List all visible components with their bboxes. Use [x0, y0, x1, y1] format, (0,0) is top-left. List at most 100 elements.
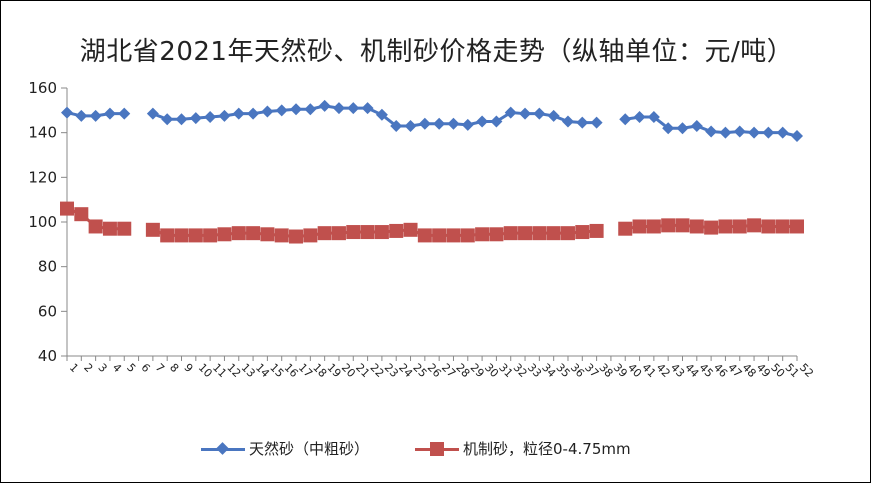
legend-item-natural-sand: 天然砂（中粗砂）: [201, 438, 369, 459]
data-point-square: [88, 219, 103, 234]
data-point-square: [747, 218, 762, 233]
data-point-diamond: [676, 122, 689, 135]
data-point-diamond: [361, 102, 374, 115]
x-tick-label: 8: [167, 361, 181, 375]
x-tick-label: 6: [138, 361, 152, 375]
data-point-diamond: [146, 107, 159, 120]
data-point-diamond: [576, 116, 589, 129]
data-point-diamond: [275, 104, 288, 117]
data-point-square: [188, 228, 203, 243]
data-point-diamond: [418, 117, 431, 130]
data-point-diamond: [690, 119, 703, 132]
y-tick-label: 80: [38, 258, 57, 276]
data-point-square: [503, 226, 518, 241]
data-point-diamond: [75, 109, 88, 122]
data-point-square: [203, 228, 218, 243]
x-tick-label: 52: [797, 361, 816, 380]
x-tick-label: 2: [81, 361, 95, 375]
data-point-square: [704, 220, 719, 235]
data-point-square: [174, 228, 189, 243]
chart-title: 湖北省2021年天然砂、机制砂价格走势（纵轴单位：元/吨）: [79, 37, 794, 67]
x-tick-label: 5: [124, 361, 138, 375]
data-point-square: [618, 221, 633, 236]
data-point-diamond: [232, 107, 245, 120]
legend: 天然砂（中粗砂） 机制砂，粒径0-4.75mm: [201, 438, 671, 459]
data-point-diamond: [633, 111, 646, 124]
data-point-square: [374, 225, 389, 240]
data-point-square: [346, 225, 361, 240]
data-point-square: [560, 226, 575, 241]
data-point-square: [646, 219, 661, 234]
data-point-square: [546, 226, 561, 241]
data-point-diamond: [662, 122, 675, 135]
data-point-square: [145, 222, 160, 237]
data-point-diamond: [647, 111, 660, 124]
data-point-diamond: [791, 130, 803, 143]
data-point-square: [475, 227, 490, 242]
data-point-square: [317, 226, 332, 241]
data-point-square: [790, 219, 804, 234]
data-point-diamond: [318, 99, 331, 112]
data-point-diamond: [504, 106, 517, 119]
data-point-square: [360, 225, 375, 240]
data-point-square: [532, 226, 547, 241]
data-point-square: [732, 219, 747, 234]
data-point-square: [489, 227, 504, 242]
data-point-diamond: [461, 118, 474, 131]
data-point-square: [231, 226, 246, 241]
data-point-diamond: [719, 126, 732, 139]
data-point-square: [432, 228, 447, 243]
data-point-diamond: [748, 126, 761, 139]
data-point-diamond: [433, 117, 446, 130]
data-point-diamond: [218, 109, 231, 122]
data-point-diamond: [390, 119, 403, 132]
data-point-diamond: [447, 117, 460, 130]
x-tick-label: 9: [181, 361, 195, 375]
data-point-square: [289, 229, 304, 244]
data-point-diamond: [619, 113, 632, 126]
x-tick-label: 1: [67, 361, 81, 375]
data-point-diamond: [590, 116, 603, 129]
data-point-square: [74, 207, 89, 222]
data-point-diamond: [332, 102, 345, 115]
legend-swatch-square-icon: [415, 441, 460, 456]
data-point-diamond: [533, 107, 546, 120]
data-point-square: [331, 226, 346, 241]
data-point-square: [60, 201, 74, 216]
data-point-diamond: [118, 107, 131, 120]
data-point-square: [102, 221, 117, 236]
data-point-diamond: [375, 108, 388, 121]
y-tick-label: 40: [38, 347, 57, 365]
legend-label: 天然砂（中粗砂）: [249, 440, 370, 458]
data-point-square: [217, 227, 232, 242]
y-tick-label: 160: [28, 79, 57, 97]
data-point-square: [260, 227, 275, 242]
data-point-square: [417, 228, 432, 243]
data-point-diamond: [404, 119, 417, 132]
data-point-square: [246, 226, 261, 241]
data-point-diamond: [519, 107, 532, 120]
data-point-square: [575, 225, 590, 240]
data-point-square: [446, 228, 461, 243]
data-point-diamond: [247, 107, 260, 120]
data-point-diamond: [347, 102, 360, 115]
legend-label: 机制砂，粒径0-4.75mm: [463, 440, 631, 458]
data-point-square: [761, 219, 776, 234]
legend-swatch-diamond-icon: [201, 441, 245, 456]
data-point-square: [389, 223, 404, 238]
data-point-square: [675, 218, 690, 233]
data-point-diamond: [490, 115, 503, 128]
data-point-diamond: [61, 106, 73, 119]
y-tick-label: 140: [28, 124, 57, 142]
x-tick-label: 4: [110, 361, 124, 375]
data-point-diamond: [547, 109, 560, 122]
y-tick-label: 60: [38, 302, 57, 320]
data-point-diamond: [261, 105, 274, 118]
data-point-diamond: [103, 107, 116, 120]
data-point-diamond: [733, 125, 746, 138]
data-point-square: [403, 222, 418, 237]
data-point-diamond: [175, 113, 188, 126]
data-point-square: [632, 219, 647, 234]
data-point-diamond: [776, 126, 789, 139]
legend-item-manufactured-sand: 机制砂，粒径0-4.75mm: [415, 438, 631, 459]
